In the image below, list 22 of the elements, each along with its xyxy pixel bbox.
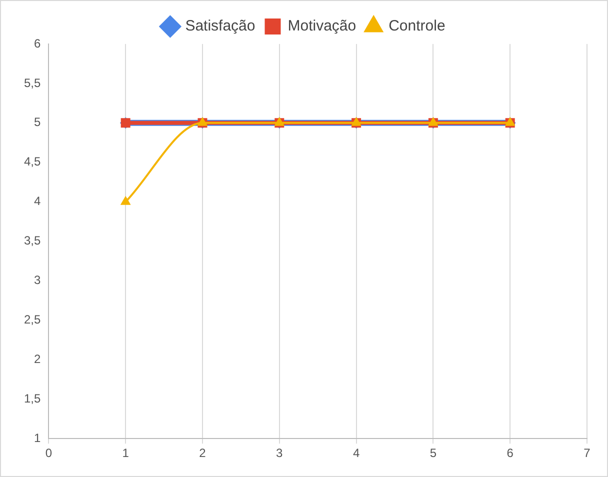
x-tick-label: 3 xyxy=(276,446,284,460)
x-tick-label: 6 xyxy=(506,446,514,460)
y-tick-label: 4,5 xyxy=(24,154,41,169)
x-tick-label: 7 xyxy=(584,446,591,460)
y-tick-label: 5 xyxy=(34,115,41,130)
y-tick-label: 1 xyxy=(34,430,41,445)
x-tick-label: 2 xyxy=(199,446,206,460)
y-tick-label: 2,5 xyxy=(24,312,41,327)
y-tick-label: 6 xyxy=(34,36,41,50)
y-tick-label: 4 xyxy=(34,194,41,208)
y-tick-label: 1,5 xyxy=(24,391,41,406)
x-tick-label: 4 xyxy=(352,446,360,460)
x-tick-label: 0 xyxy=(45,446,52,460)
y-tick-label: 5,5 xyxy=(24,76,41,90)
legend-label: Motivação xyxy=(288,18,356,35)
y-tick-label: 2 xyxy=(34,352,41,366)
x-tick-label: 1 xyxy=(122,446,130,460)
x-tick-label: 5 xyxy=(430,446,437,460)
y-tick-label: 3,5 xyxy=(24,234,41,248)
y-tick-label: 3 xyxy=(34,273,41,288)
legend-label: Controle xyxy=(388,18,446,35)
legend-label: Satisfação xyxy=(185,18,256,35)
